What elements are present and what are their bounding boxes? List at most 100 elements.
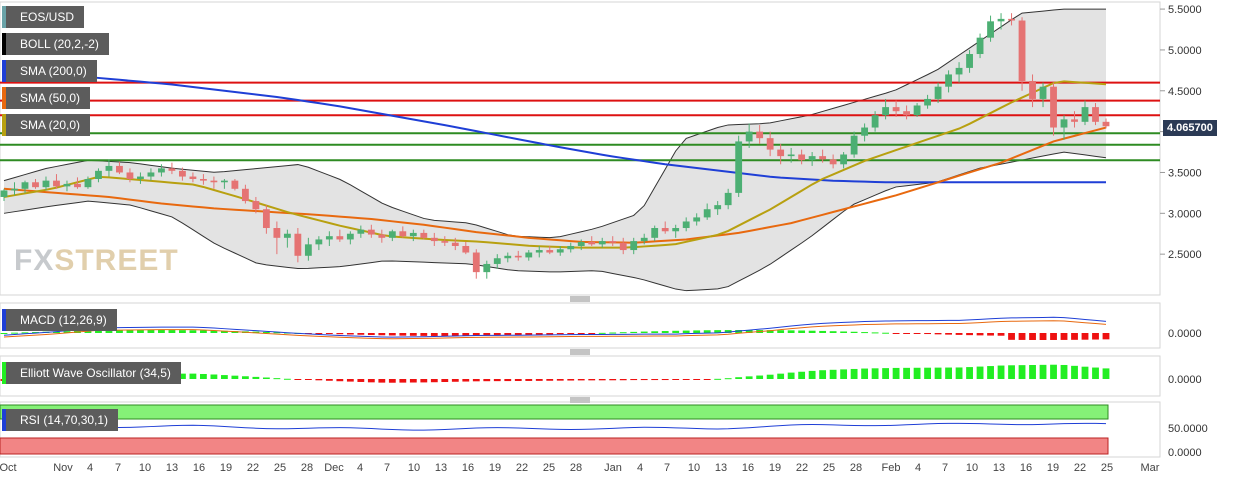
macd-histogram-bar (966, 333, 973, 336)
x-axis-label: Jan (604, 462, 622, 474)
candle-body (357, 229, 365, 234)
macd-histogram-bar (357, 333, 365, 335)
legend-sma50[interactable]: SMA (50,0) (2, 87, 91, 109)
candle-body (74, 183, 81, 188)
candle (116, 161, 123, 175)
macd-histogram-bar (703, 330, 711, 333)
candle-body (514, 255, 522, 258)
ewo-histogram-bar (336, 379, 344, 382)
macd-histogram-bar (451, 333, 459, 336)
candle-body (11, 188, 18, 191)
ewo-histogram-bar (672, 379, 680, 380)
candle (903, 105, 911, 120)
macd-histogram-bar (504, 333, 512, 336)
ewo-histogram-bar (1029, 365, 1036, 379)
candle (682, 217, 690, 232)
candle-body (871, 115, 879, 128)
x-axis-label: 4 (915, 462, 921, 474)
candle-body (682, 221, 690, 229)
candle (1102, 118, 1110, 129)
legend-macd[interactable]: MACD (12,26,9) (2, 309, 117, 331)
macd-histogram-bar (1018, 333, 1026, 340)
candle (1008, 13, 1015, 26)
ewo-histogram-bar (976, 366, 984, 379)
legend-rsi[interactable]: RSI (14,70,30,1) (2, 409, 119, 431)
x-axis-label: 25 (1101, 462, 1113, 474)
x-axis-label: 16 (193, 462, 205, 474)
candle-body (535, 250, 543, 253)
candle (997, 13, 1005, 30)
macd-histogram-bar (693, 330, 701, 333)
ewo-histogram-bar (724, 378, 732, 380)
ewo-histogram-bar (766, 374, 774, 379)
macd-histogram-bar (525, 333, 533, 335)
candle-body (840, 154, 848, 165)
candle-body (945, 74, 952, 87)
bollinger-upper-line (3, 8, 1106, 239)
macd-histogram-bar (409, 333, 417, 336)
candle (11, 182, 18, 196)
macd-histogram-bar (1102, 333, 1110, 340)
candle (1039, 82, 1047, 108)
legend-sma200[interactable]: SMA (200,0) (2, 60, 97, 82)
x-axis-label: Nov (53, 462, 73, 474)
candle-body (0, 190, 8, 197)
ewo-histogram-bar (262, 377, 270, 379)
macd-histogram-bar (472, 333, 480, 336)
candle-body (546, 250, 554, 253)
candle-body (388, 231, 396, 238)
candle (609, 236, 617, 246)
macd-histogram-bar (32, 332, 39, 334)
candle-body (861, 127, 869, 136)
candle-body (714, 205, 722, 210)
ewo-histogram-bar (1071, 365, 1078, 379)
ewo-histogram-bar (441, 379, 449, 382)
ewo-histogram-bar (987, 366, 994, 379)
candle-body (95, 170, 102, 179)
candle (913, 103, 921, 117)
macd-histogram-bar (336, 333, 344, 335)
candle (147, 168, 155, 181)
macd-histogram-bar (168, 330, 176, 333)
legend-ewo[interactable]: Elliott Wave Oscillator (34,5) (2, 362, 181, 384)
macd-histogram-bar (514, 333, 522, 336)
candle-body (32, 182, 39, 188)
ewo-histogram-bar (1060, 364, 1068, 379)
candle-body (913, 105, 921, 116)
watermark-fx: FX (14, 244, 55, 277)
candle-body (672, 228, 680, 232)
candle (777, 143, 785, 165)
legend-symbol[interactable]: EOS/USD (2, 6, 85, 28)
candle-body (241, 188, 249, 202)
candle-body (189, 176, 197, 179)
candle-body (976, 37, 984, 55)
ewo-histogram-bar (409, 379, 417, 383)
ewo-histogram-bar (955, 367, 963, 379)
candle (399, 226, 407, 238)
x-axis-label: 10 (966, 462, 978, 474)
candle (546, 245, 554, 255)
candle (577, 239, 585, 251)
ewo-histogram-bar (378, 379, 386, 383)
legend-sma20[interactable]: SMA (20,0) (2, 114, 91, 136)
candle (850, 131, 858, 158)
legend-boll[interactable]: BOLL (20,2,-2) (2, 33, 109, 55)
candle-body (1008, 18, 1015, 21)
ewo-histogram-bar (535, 379, 543, 381)
x-axis-label: 22 (516, 462, 528, 474)
macd-histogram-bar (714, 330, 722, 333)
x-axis-label: 4 (637, 462, 643, 474)
candle-body (1102, 121, 1110, 127)
ewo-histogram-bar (934, 367, 942, 379)
rsi-tick-label: 50.0000 (1168, 423, 1208, 435)
price-tick-label: 4.5000 (1168, 86, 1202, 98)
candle (714, 201, 722, 215)
x-axis-label: 28 (301, 462, 313, 474)
macd-histogram-bar (262, 331, 270, 333)
ewo-histogram-bar (231, 375, 239, 379)
macd-histogram-bar (661, 331, 669, 333)
x-axis-label: 13 (435, 462, 447, 474)
macd-line (3, 316, 1107, 338)
candle-body (336, 236, 344, 240)
x-axis-label: 4 (87, 462, 93, 474)
